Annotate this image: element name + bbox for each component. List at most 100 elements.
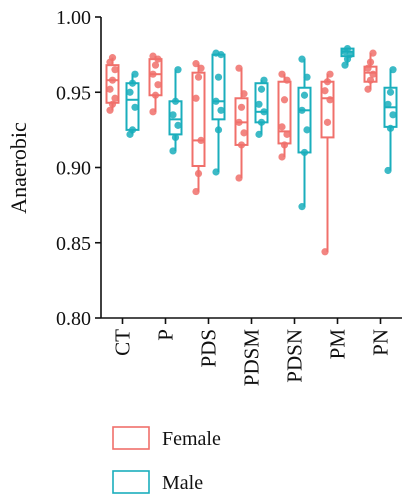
box-female-pdsn — [277, 70, 292, 161]
y-axis: 0.80 0.85 0.90 0.95 1.00 — [56, 7, 102, 330]
data-point — [106, 106, 114, 114]
data-point — [300, 148, 309, 157]
data-point — [298, 203, 306, 211]
data-point — [214, 126, 223, 134]
box-male-p — [168, 66, 183, 155]
legend-swatch-male — [112, 470, 150, 494]
data-point — [131, 103, 139, 111]
x-tick-label: PDSN — [283, 329, 307, 383]
data-point — [235, 118, 243, 126]
x-axis: CT P PDS PDSM PDSN PM PN — [101, 317, 402, 387]
data-point — [364, 64, 372, 72]
box-female-pds — [191, 60, 206, 196]
data-point — [174, 66, 182, 74]
data-point — [323, 78, 332, 86]
y-tick-label: 0.80 — [56, 308, 91, 330]
legend-swatch-female — [112, 426, 150, 450]
data-point — [384, 166, 392, 175]
data-point — [278, 123, 286, 131]
data-point — [366, 58, 375, 66]
data-point — [280, 96, 289, 104]
data-point — [303, 73, 311, 81]
data-point — [108, 54, 117, 62]
data-point — [235, 174, 243, 182]
data-point — [341, 61, 349, 69]
box-iqr — [191, 71, 206, 167]
data-point — [192, 187, 200, 196]
data-point — [214, 73, 223, 81]
data-point — [257, 118, 266, 126]
data-point — [149, 52, 157, 60]
data-point — [255, 100, 263, 108]
data-point — [106, 85, 114, 93]
data-point — [149, 70, 157, 78]
data-point — [240, 129, 248, 137]
data-point — [235, 64, 243, 72]
data-point — [192, 60, 200, 68]
data-point — [212, 49, 220, 57]
box-female-pm — [320, 70, 335, 256]
data-point — [240, 90, 248, 98]
data-point — [298, 106, 306, 114]
data-point — [386, 88, 395, 96]
x-tick-label: PDSM — [240, 329, 264, 387]
data-point — [260, 108, 268, 116]
box-female-ct — [105, 54, 120, 114]
legend-label-female: Female — [162, 428, 221, 450]
data-point — [283, 76, 291, 84]
data-point — [257, 85, 266, 93]
data-point — [217, 106, 225, 114]
data-point — [169, 147, 177, 155]
x-tick-label: P — [154, 329, 178, 341]
data-point — [280, 141, 289, 149]
data-point — [154, 81, 162, 89]
data-point — [255, 130, 263, 138]
data-point — [384, 100, 392, 108]
box-male-pm — [340, 45, 355, 69]
data-point — [197, 64, 205, 72]
data-point — [298, 55, 306, 63]
data-point — [283, 130, 291, 138]
data-point — [126, 88, 134, 96]
data-point — [260, 76, 268, 84]
data-point — [197, 136, 205, 145]
box-male-pn — [383, 66, 398, 175]
data-point — [303, 126, 311, 134]
x-tick-label: PN — [369, 329, 393, 356]
data-point — [194, 73, 203, 81]
x-tick-label: PDS — [197, 329, 221, 368]
data-point — [321, 248, 329, 256]
data-point — [364, 85, 372, 93]
data-point — [108, 76, 117, 84]
box-female-p — [148, 52, 163, 116]
data-point — [174, 121, 182, 129]
data-point — [111, 66, 119, 74]
y-tick-label: 0.95 — [56, 82, 91, 104]
x-tick-label: PM — [326, 329, 350, 360]
x-tick-label: CT — [111, 329, 135, 356]
data-point — [369, 70, 377, 78]
data-point — [149, 108, 157, 116]
data-point — [321, 87, 329, 95]
legend-label-male: Male — [162, 472, 203, 494]
y-tick-label: 0.90 — [56, 158, 91, 180]
data-point — [171, 97, 180, 105]
data-point — [237, 103, 246, 111]
box-female-pdsm — [234, 64, 249, 182]
data-point — [212, 97, 220, 105]
data-point — [108, 100, 117, 108]
legend: Female Male — [112, 426, 221, 494]
data-point — [169, 111, 177, 119]
data-point — [128, 79, 137, 87]
box-female-pn — [363, 49, 378, 93]
data-point — [389, 111, 397, 119]
data-point — [300, 91, 309, 99]
data-point — [237, 141, 246, 149]
data-point — [326, 96, 334, 104]
data-point — [323, 118, 332, 126]
data-point — [171, 133, 180, 141]
data-point — [194, 169, 203, 178]
data-point — [343, 45, 352, 53]
data-point — [151, 91, 160, 99]
